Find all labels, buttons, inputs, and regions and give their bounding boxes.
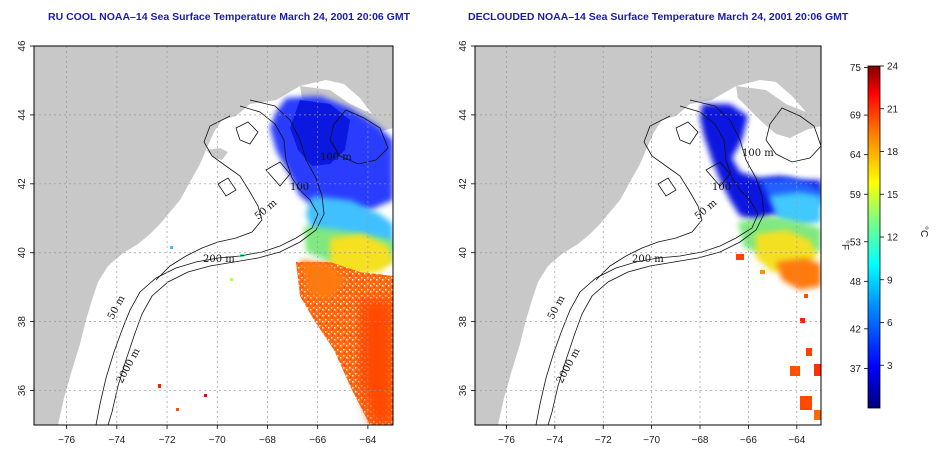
x-tick-label: −66 <box>309 435 326 446</box>
right-plot-frame <box>474 45 822 426</box>
lat-lon-grid <box>34 46 393 425</box>
y-tick-label: 46 <box>17 40 28 52</box>
y-tick-label: 44 <box>458 109 469 121</box>
celsius-tick-label: 15 <box>887 190 899 201</box>
x-tick-label: −70 <box>209 435 226 446</box>
fahrenheit-label: °F <box>839 240 850 250</box>
y-tick-label: 36 <box>458 385 469 397</box>
x-tick-label: −76 <box>58 435 75 446</box>
right-map-panel: 100 m 50 m 200 m 50 m 2000 m 100 <box>475 46 821 425</box>
north-america-land <box>34 46 393 425</box>
left-panel-title: RU COOL NOAA–14 Sea Surface Temperature … <box>48 11 411 23</box>
celsius-tick-label: 3 <box>887 361 893 372</box>
y-tick-label: 40 <box>458 247 469 259</box>
contour-label-100m: 100 m <box>320 152 352 163</box>
x-tick-label: −70 <box>643 435 660 446</box>
contour-label-100: 100 <box>290 182 309 193</box>
y-tick-label: 36 <box>17 385 28 397</box>
y-tick-label: 46 <box>458 40 469 52</box>
x-tick-label: −74 <box>546 435 563 446</box>
contour-label-100m: 100 m <box>742 148 774 159</box>
colorbar-gradient <box>867 65 881 409</box>
fahrenheit-tick-label: 37 <box>850 364 862 375</box>
left-map-panel: 100 m 50 m 200 m 50 m 2000 m 100 <box>34 46 393 425</box>
y-tick-label: 42 <box>458 178 469 190</box>
y-tick-label: 38 <box>458 316 469 328</box>
contour-label-200m: 200 m <box>203 254 235 265</box>
right-panel-title: DECLOUDED NOAA–14 Sea Surface Temperatur… <box>468 11 849 23</box>
x-tick-label: −64 <box>359 435 376 446</box>
x-tick-label: −64 <box>788 435 805 446</box>
contour-label-200m: 200 m <box>632 254 664 265</box>
celsius-tick-label: 24 <box>887 62 899 73</box>
y-tick-label: 40 <box>17 247 28 259</box>
bathymetry-contours <box>535 99 821 425</box>
y-tick-label: 44 <box>17 109 28 121</box>
x-tick-label: −74 <box>108 435 125 446</box>
celsius-tick-label: 9 <box>887 275 893 286</box>
left-plot-frame <box>33 45 394 426</box>
x-tick-label: −68 <box>692 435 709 446</box>
temperature-colorbar: 24 21 18 15 12 9 6 3 75 69 64 59 53 48 42 37 °F °C <box>839 62 929 409</box>
x-tick-label: −76 <box>498 435 515 446</box>
contour-label-100: 100 <box>712 182 731 193</box>
x-tick-label: −72 <box>159 435 176 446</box>
celsius-tick-label: 6 <box>887 318 893 329</box>
x-tick-label: −68 <box>259 435 276 446</box>
celsius-tick-label: 18 <box>887 147 899 158</box>
celsius-tick-label: 12 <box>887 233 899 244</box>
fahrenheit-tick-label: 64 <box>850 150 862 161</box>
sst-observations <box>158 96 393 425</box>
fahrenheit-tick-label: 42 <box>850 324 862 335</box>
fahrenheit-tick-label: 69 <box>850 111 862 122</box>
right-axes: −76 −74 −72 −70 −68 −66 −64 36 38 40 42 44 46 <box>458 40 806 446</box>
y-tick-label: 38 <box>17 316 28 328</box>
y-tick-label: 42 <box>17 178 28 190</box>
left-axes: −76 −74 −72 −70 −68 −66 −64 36 38 40 42 44 46 <box>17 40 377 446</box>
north-america-land <box>475 46 821 425</box>
x-tick-label: −66 <box>740 435 757 446</box>
fahrenheit-tick-label: 59 <box>850 190 862 201</box>
bathymetry-contours <box>95 99 389 425</box>
lat-lon-grid <box>475 46 821 425</box>
fahrenheit-tick-label: 75 <box>850 63 862 74</box>
celsius-label: °C <box>918 226 929 237</box>
colorbar-ticks: 24 21 18 15 12 9 6 3 75 69 64 59 53 48 42 37 <box>850 62 899 375</box>
sst-observations <box>700 104 821 420</box>
celsius-tick-label: 21 <box>887 104 899 115</box>
x-tick-label: −72 <box>595 435 612 446</box>
fahrenheit-tick-label: 48 <box>850 277 862 288</box>
fahrenheit-tick-label: 53 <box>850 237 862 248</box>
cape-cod-land <box>206 148 228 160</box>
